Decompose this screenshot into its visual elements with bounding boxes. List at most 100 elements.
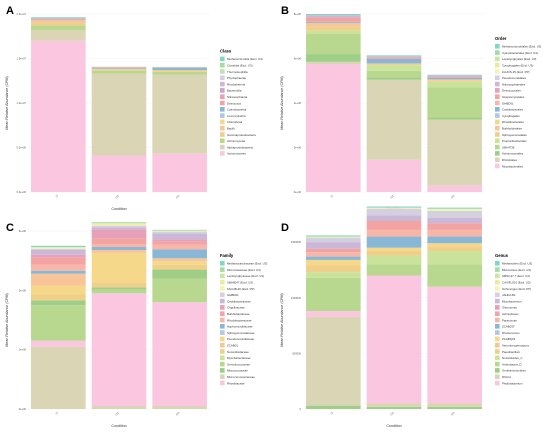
bar-segment: [366, 207, 422, 209]
bar-segment: [31, 294, 86, 301]
bar-segment: [366, 215, 422, 221]
bar-segment: [91, 247, 147, 250]
bar-segment: [91, 229, 147, 239]
bar-segment: [31, 245, 86, 248]
legend-swatch: [220, 374, 225, 379]
bar-segment: [152, 278, 207, 303]
bar-segment: [152, 230, 207, 231]
bar-segment: [427, 246, 482, 252]
legend-swatch: [495, 69, 500, 74]
legend-entry: Rhizobiaceae: [227, 381, 245, 385]
bar-segment: [427, 251, 482, 265]
bar-segment: [91, 293, 147, 407]
legend-entry: Geminicoccaceae: [227, 362, 250, 366]
bar-segment: [306, 236, 361, 238]
bar-segment: [306, 311, 361, 317]
legend-swatch: [495, 163, 500, 169]
x-tick-label: Cl3: [175, 410, 181, 416]
bar-segment: [31, 249, 86, 255]
legend-swatch: [220, 144, 225, 150]
legend-entry: Methanomicrobiales (Excl. U3): [502, 45, 541, 49]
bar-segment: [91, 249, 147, 253]
bar-segment: [366, 208, 422, 216]
legend-title: Order: [495, 36, 507, 41]
legend-swatch: [495, 374, 500, 379]
bar-segment: [31, 247, 86, 249]
legend-entry: Nocardioidaceae: [227, 350, 249, 354]
legend-entry: Chgcfinaceae: [227, 306, 245, 310]
legend-entry: Cytophagales: [502, 114, 520, 118]
y-tick-label: 1500000: [291, 240, 302, 244]
legend-swatch: [220, 298, 225, 304]
bar-segment: [306, 259, 361, 266]
legend-entry: Leptolyngbyales (Excl. U3): [502, 57, 536, 61]
legend-entry: Hyphomicrobiaceae: [227, 325, 253, 329]
legend-swatch: [495, 138, 500, 144]
legend-entry: Bacilli: [227, 127, 235, 131]
legend-swatch: [495, 336, 500, 342]
bar-segment: [31, 300, 86, 306]
y-tick-label: 0.0e+00: [17, 190, 27, 194]
bar-segment: [152, 233, 207, 240]
bar-segment: [427, 217, 482, 224]
bar-segment: [91, 73, 147, 156]
legend-swatch: [495, 88, 500, 93]
bar-segment: [427, 185, 482, 192]
legend-title: Class: [220, 49, 232, 54]
legend-swatch: [495, 298, 500, 304]
bar-segment: [152, 239, 207, 242]
legend-swatch: [495, 107, 500, 112]
y-tick-label: 5.0e+06: [17, 146, 27, 150]
legend-swatch: [495, 311, 500, 316]
panel-label: C: [6, 222, 14, 234]
bar-segment: [306, 61, 361, 65]
bar-segment: [91, 289, 147, 294]
bar-segment: [366, 63, 422, 65]
legend-entry: Gammaproteobacteria: [227, 133, 256, 137]
bar-segment: [366, 77, 422, 80]
legend-entry: Rhodobacteraceae: [227, 318, 252, 322]
y-axis-title: Mean Relative Abundance (CPM): [5, 76, 9, 129]
legend-swatch: [495, 273, 500, 279]
legend-swatch: [495, 279, 500, 285]
panel-label: B: [281, 5, 289, 17]
legend-entry: Burkholderiales: [502, 127, 522, 131]
legend-swatch: [220, 380, 225, 386]
x-tick-label: Cl3: [450, 410, 456, 416]
y-tick-label: 0: [300, 407, 302, 411]
legend-entry: Pseudomonadales: [502, 76, 526, 80]
legend-swatch: [495, 50, 500, 55]
chart-svg: A 0.0e+00 5.0e+06 1.0e+07 1.5e+07 2.0e+07 Cl Cl…: [5, 5, 263, 211]
chart-svg: C 0e+00 1e+06 2e+06 3e+06 Cl Cl2 Cl3 Condition Me…: [5, 222, 267, 428]
legend-swatch: [495, 94, 500, 99]
bar-segment: [366, 236, 422, 248]
legend-swatch: [495, 286, 500, 291]
bar-segment: [427, 406, 482, 409]
legend-swatch: [220, 336, 225, 342]
bar-segment: [152, 302, 207, 407]
bar-segment: [427, 117, 482, 120]
legend-swatch: [220, 292, 225, 298]
bar-segment: [152, 70, 207, 72]
x-tick-label: Cl2: [114, 193, 120, 199]
x-tick-label: Cl3: [175, 193, 181, 199]
legend-swatch: [495, 324, 500, 329]
bar-segment: [306, 237, 361, 243]
legend-swatch: [495, 144, 500, 150]
x-tick-label: Cl: [329, 411, 334, 416]
x-tick-label: Cl: [329, 194, 334, 199]
legend-entry: Nitrososphaeria: [227, 95, 248, 99]
x-axis-title: Condition: [111, 424, 126, 428]
legend-swatch: [220, 267, 225, 272]
bar-segment: [306, 235, 361, 237]
legend-swatch: [220, 138, 225, 144]
bar-segment: [152, 231, 207, 232]
bar-segment: [91, 222, 147, 225]
legend-swatch: [220, 100, 225, 106]
y-axis-title: Mean Relative Abundance (CPM): [5, 293, 9, 346]
chart-panel-d: D 0 500000 1000000 1500000 Cl Cl2 Cl3 Condition M…: [275, 206, 550, 434]
bar-segment: [306, 54, 361, 62]
bar-segment: [31, 340, 86, 347]
bar-segment: [306, 30, 361, 35]
bar-segment: [31, 264, 86, 271]
